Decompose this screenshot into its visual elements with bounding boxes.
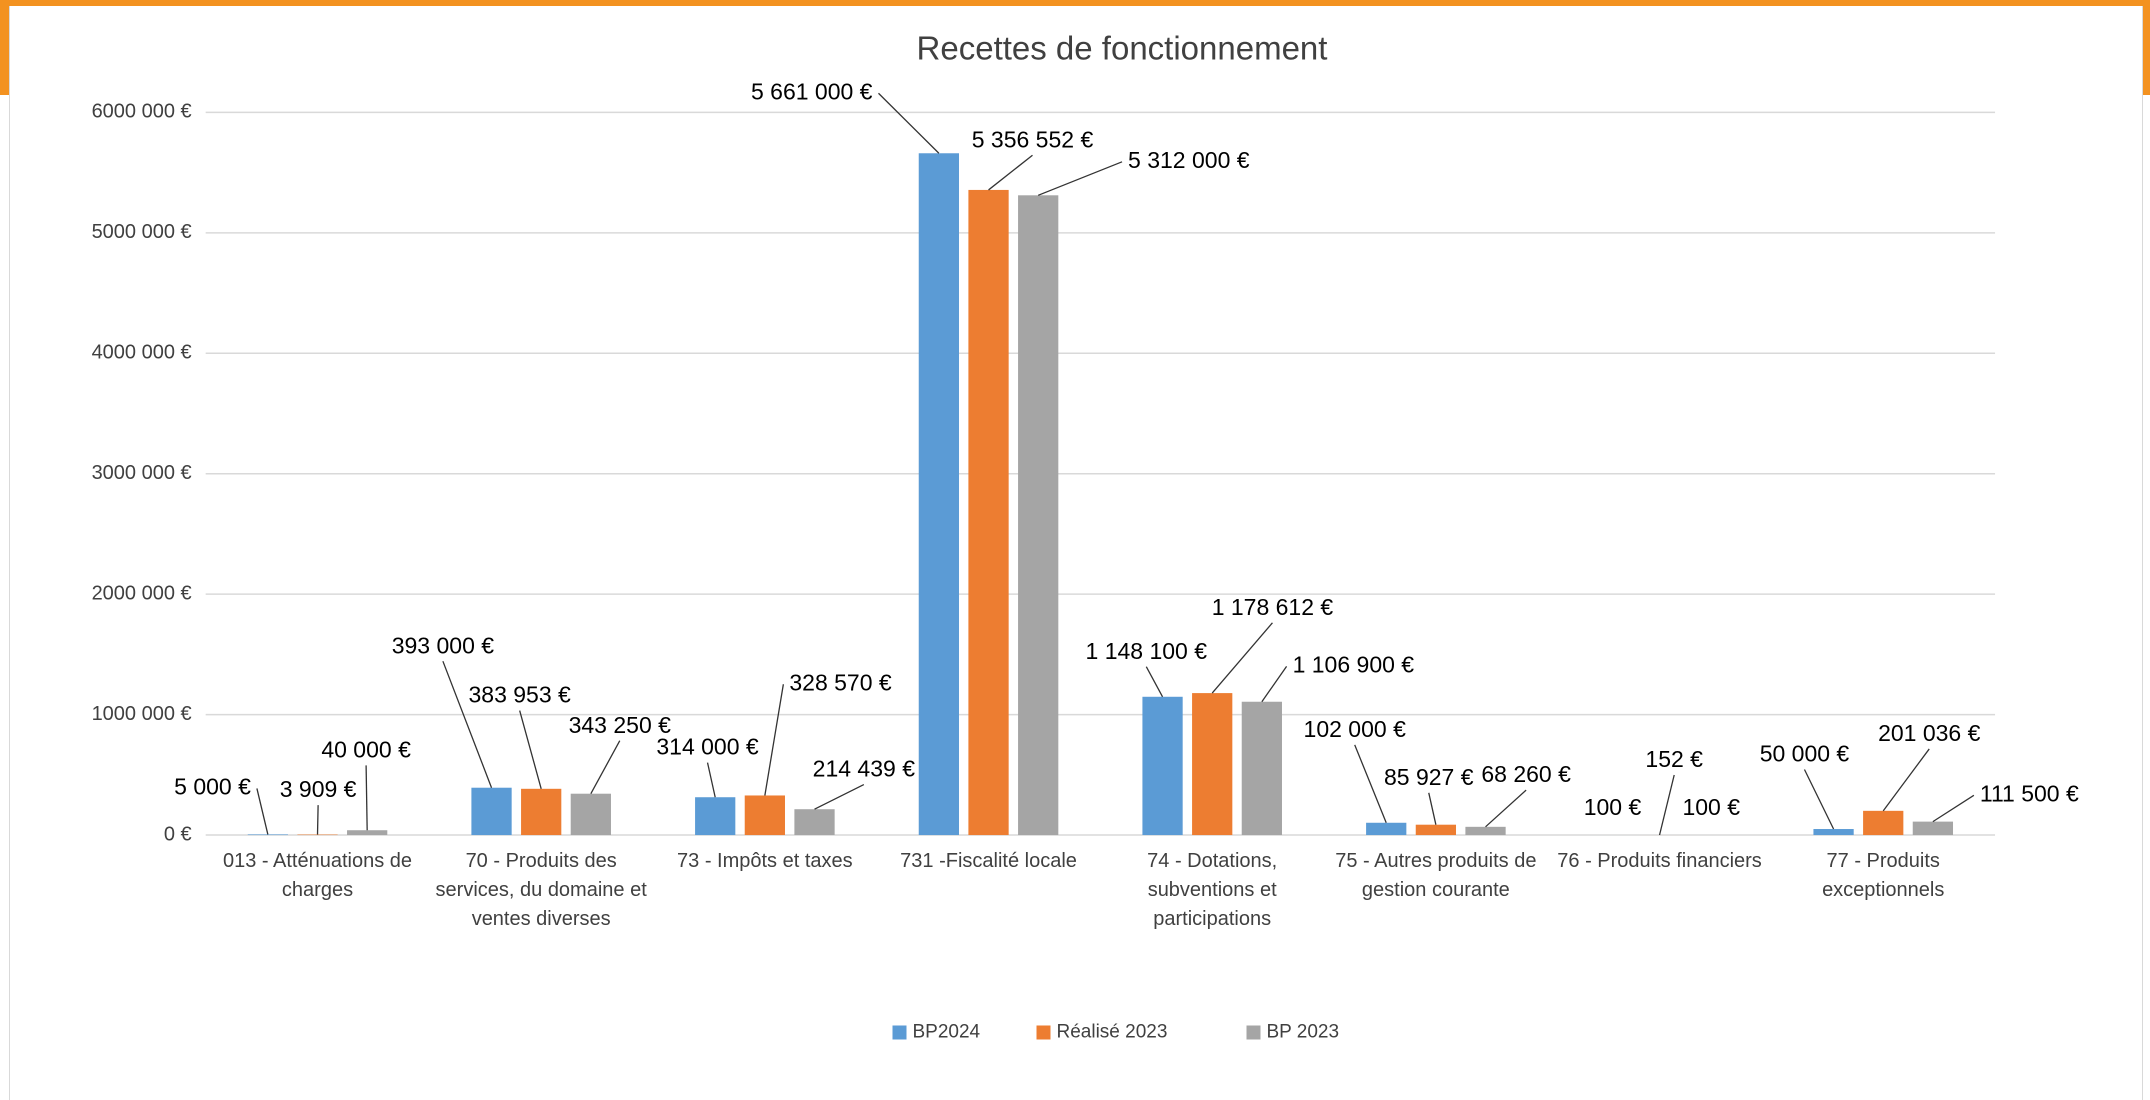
bar (1018, 195, 1059, 836)
bar (1912, 821, 1954, 836)
leader-line (519, 710, 542, 789)
data-label: 1 148 100 € (1086, 638, 1208, 664)
data-label: 111 500 € (1980, 780, 2079, 806)
leader-line (706, 762, 716, 798)
bar (794, 809, 835, 836)
y-tick-label: 4000 000 € (92, 342, 192, 364)
bar (471, 787, 512, 836)
data-label: 5 312 000 € (1128, 147, 1250, 173)
y-tick-label: 1000 000 € (92, 703, 192, 725)
x-tick-label: 77 - Produits exceptionnels (1822, 850, 1945, 902)
data-label: 40 000 € (321, 736, 411, 762)
leader-line (1882, 748, 1930, 812)
frame (0, 0, 9, 95)
data-label: 50 000 € (1760, 741, 1850, 767)
bar (1465, 826, 1506, 836)
data-label: 343 250 € (569, 712, 672, 738)
chart-title: Recettes de fonctionnement (917, 30, 1328, 67)
data-label: 85 927 € (1384, 764, 1474, 790)
leader-line (1037, 161, 1123, 196)
leader-line (1261, 666, 1288, 703)
x-tick-label: 75 - Autres produits de gestion courante (1335, 850, 1537, 902)
leader-line (1211, 622, 1273, 694)
leader-line (316, 805, 319, 835)
bar (1142, 696, 1183, 836)
bar (918, 153, 960, 836)
leader-line (1485, 789, 1527, 828)
data-label: 214 439 € (813, 756, 916, 782)
bar (1863, 810, 1904, 836)
legend-label: BP 2023 (1267, 1022, 1340, 1043)
leader-line (1145, 666, 1164, 698)
data-label: 328 570 € (789, 669, 892, 695)
x-tick-label: 731 -Fiscalité locale (900, 850, 1077, 873)
data-label: 201 036 € (1878, 720, 1981, 746)
legend-label: BP2024 (913, 1022, 981, 1043)
bar (1415, 824, 1457, 836)
bar (744, 795, 785, 836)
frame (0, 0, 2150, 6)
x-tick-label: 74 - Dotations, subventions et participa… (1147, 850, 1278, 931)
leader-line (1428, 792, 1437, 825)
data-label: 100 € (1682, 794, 1740, 820)
data-label: 152 € (1645, 746, 1703, 772)
leader-line (442, 660, 493, 788)
data-label: 68 260 € (1481, 761, 1571, 787)
frame (2141, 0, 2150, 95)
leader-line (1658, 774, 1675, 836)
bar (347, 830, 388, 836)
leader-line (1803, 769, 1835, 830)
leader-line (365, 765, 368, 831)
y-tick-label: 5000 000 € (92, 221, 192, 243)
leader-line (878, 92, 940, 154)
legend-label: Réalisé 2023 (1057, 1022, 1168, 1043)
bar (695, 797, 736, 836)
bar (1192, 693, 1233, 836)
data-label: 3 909 € (280, 776, 357, 802)
data-label: 383 953 € (469, 682, 572, 708)
leader-line (764, 684, 785, 796)
data-label: 5 661 000 € (751, 78, 873, 104)
bar (1813, 829, 1854, 836)
data-label: 1 178 612 € (1212, 594, 1334, 620)
data-label: 102 000 € (1304, 716, 1407, 742)
x-tick-label: 013 - Atténuations de charges (222, 850, 413, 902)
leader-line (988, 154, 1033, 191)
leader-line (814, 784, 865, 810)
bar (1241, 701, 1282, 836)
legend-swatch (892, 1025, 907, 1040)
x-tick-label: 73 - Impôts et taxes (677, 850, 853, 873)
y-tick-label: 6000 000 € (92, 101, 192, 123)
data-label: 5 000 € (174, 774, 251, 800)
bar (1366, 822, 1407, 836)
leader-line (256, 788, 269, 835)
chart-area (9, 6, 2143, 1100)
leader-line (1354, 744, 1387, 824)
y-tick-label: 0 € (164, 823, 192, 845)
y-tick-label: 3000 000 € (92, 462, 192, 484)
leader-line (1932, 794, 1975, 823)
x-tick-label: 70 - Produits des services, du domaine e… (435, 850, 647, 931)
bar (521, 788, 562, 836)
data-label: 314 000 € (656, 734, 759, 760)
data-label: 100 € (1584, 794, 1642, 820)
bar (570, 793, 611, 836)
x-tick-label: 76 - Produits financiers (1557, 850, 1762, 873)
data-label: 1 106 900 € (1293, 651, 1415, 677)
y-tick-label: 2000 000 € (92, 582, 192, 604)
bar (247, 834, 288, 836)
data-label: 393 000 € (392, 632, 495, 658)
legend-swatch (1036, 1025, 1051, 1040)
legend-swatch (1246, 1025, 1261, 1040)
leader-line (590, 740, 621, 795)
data-label: 5 356 552 € (972, 126, 1094, 152)
bar (968, 189, 1009, 836)
